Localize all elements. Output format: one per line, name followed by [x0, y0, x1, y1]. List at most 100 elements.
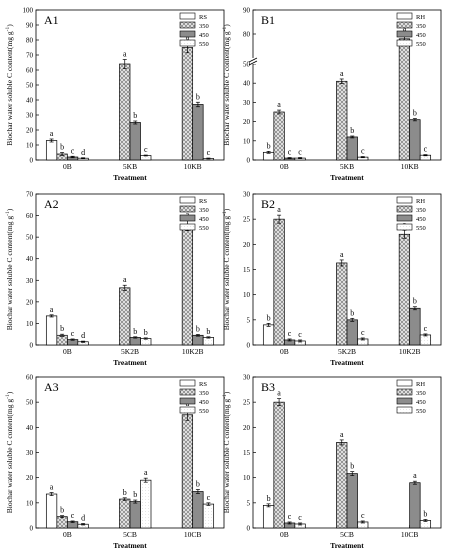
y-tick-label: 40: [26, 424, 34, 432]
y-tick-label: 70: [26, 191, 34, 199]
significance-letter: b: [60, 324, 64, 333]
y-axis-label-sup: -1: [5, 211, 11, 216]
x-tick-label: 5KB: [123, 162, 137, 171]
legend-swatch: [396, 388, 413, 396]
legend-swatch: [179, 397, 196, 405]
significance-letter: c: [361, 328, 365, 337]
x-tick-label: 0B: [280, 162, 289, 171]
legend-swatch: [396, 12, 413, 20]
legend-swatch: [179, 196, 196, 204]
y-axis-label-sup: -1: [5, 394, 11, 399]
bar: [202, 503, 215, 529]
x-tick-label: 10K2B: [399, 347, 421, 356]
y-tick-label: 0: [30, 525, 34, 533]
y-tick-label: 90: [26, 22, 34, 30]
y-tick-label: 0: [247, 525, 251, 533]
legend-swatch: [396, 406, 413, 414]
significance-letter: a: [340, 69, 344, 78]
x-axis-label: Treatment: [330, 358, 364, 367]
y-axis-label: Biochar water soluble C content(mg g-1): [5, 391, 14, 513]
bar: [419, 334, 432, 346]
significance-letter: b: [144, 328, 148, 337]
y-tick-label: 60: [26, 212, 34, 220]
significance-letter: c: [298, 513, 302, 522]
legend-swatch: [179, 223, 196, 231]
y-tick-label: 50: [243, 61, 251, 69]
significance-letter: b: [196, 92, 200, 101]
x-axis-label: Treatment: [113, 358, 147, 367]
y-tick-label: 20: [243, 241, 251, 249]
x-tick-label: 10KB: [401, 162, 419, 171]
y-tick-label: 5: [247, 316, 251, 324]
significance-letter: c: [288, 329, 292, 338]
y-tick-label: 30: [243, 99, 251, 107]
significance-letter: c: [144, 145, 148, 154]
bar: [129, 122, 141, 161]
legend-label: 550: [199, 225, 209, 232]
y-axis-label-close: ): [5, 208, 14, 211]
legend-label: 350: [416, 207, 426, 214]
bar: [398, 38, 411, 161]
significance-letter: c: [288, 512, 292, 521]
y-tick-label: 20: [243, 424, 251, 432]
legend-swatch: [179, 388, 196, 396]
legend-swatch: [179, 379, 196, 387]
bar: [409, 482, 421, 529]
y-tick-label: 40: [26, 255, 34, 263]
x-tick-label: 0B: [63, 530, 72, 539]
bar: [119, 63, 131, 161]
bar: [140, 479, 152, 529]
significance-letter: b: [267, 494, 271, 503]
axis-break-gap: [250, 58, 256, 64]
significance-letter: a: [144, 468, 148, 477]
bar: [192, 334, 204, 346]
panel-label: A1: [44, 13, 59, 27]
legend-swatch: [179, 30, 196, 38]
bar: [192, 491, 204, 529]
significance-letter: b: [60, 506, 64, 515]
y-axis-label-main: Biochar water soluble C content(mg g: [222, 216, 231, 331]
legend-label: 450: [199, 216, 209, 223]
y-tick-label: 15: [243, 449, 251, 457]
bar: [262, 324, 275, 346]
chart-panel-a1: 01020304050607080901000Babcd5KBabc10KBab…: [5, 7, 225, 182]
y-tick-label: 50: [26, 234, 34, 242]
bar: [346, 136, 358, 161]
significance-letter: c: [424, 324, 428, 333]
legend-label: 450: [416, 32, 426, 39]
y-axis-label: Biochar water soluble C content(mg g-1): [5, 208, 14, 330]
significance-letter: c: [71, 146, 75, 155]
chart-panel-a3: 01020304050600Babcd5CBbba10CBabcA3RS3504…: [5, 374, 225, 550]
bar: [181, 224, 194, 346]
legend-label: 450: [199, 32, 209, 39]
bar: [336, 262, 348, 346]
legend-label: RH: [416, 381, 425, 388]
legend-label: RS: [199, 198, 207, 205]
y-tick-label: 20: [26, 474, 34, 482]
legend-label: 350: [199, 390, 209, 397]
panel-label: A2: [44, 197, 59, 211]
significance-letter: b: [413, 109, 417, 118]
significance-letter: c: [207, 148, 211, 157]
significance-letter: c: [71, 511, 75, 520]
legend-swatch: [179, 406, 196, 414]
bar: [273, 218, 285, 346]
legend-swatch: [179, 21, 196, 29]
significance-letter: c: [298, 330, 302, 339]
significance-letter: d: [81, 148, 85, 157]
bar: [346, 319, 358, 346]
y-axis-label-sup: -1: [222, 211, 228, 216]
x-tick-label: 5K2B: [338, 347, 356, 356]
y-axis-label: Biochar water soluble C content(mg g-1): [222, 391, 231, 513]
significance-letter: b: [133, 490, 137, 499]
y-tick-label: 10: [26, 499, 34, 507]
bar: [336, 442, 348, 529]
legend-label: 350: [199, 23, 209, 30]
y-tick-label: 50: [26, 82, 34, 90]
legend-swatch: [396, 397, 413, 405]
x-tick-label: 10CB: [401, 530, 419, 539]
legend-label: 550: [416, 225, 426, 232]
significance-letter: b: [60, 143, 64, 152]
